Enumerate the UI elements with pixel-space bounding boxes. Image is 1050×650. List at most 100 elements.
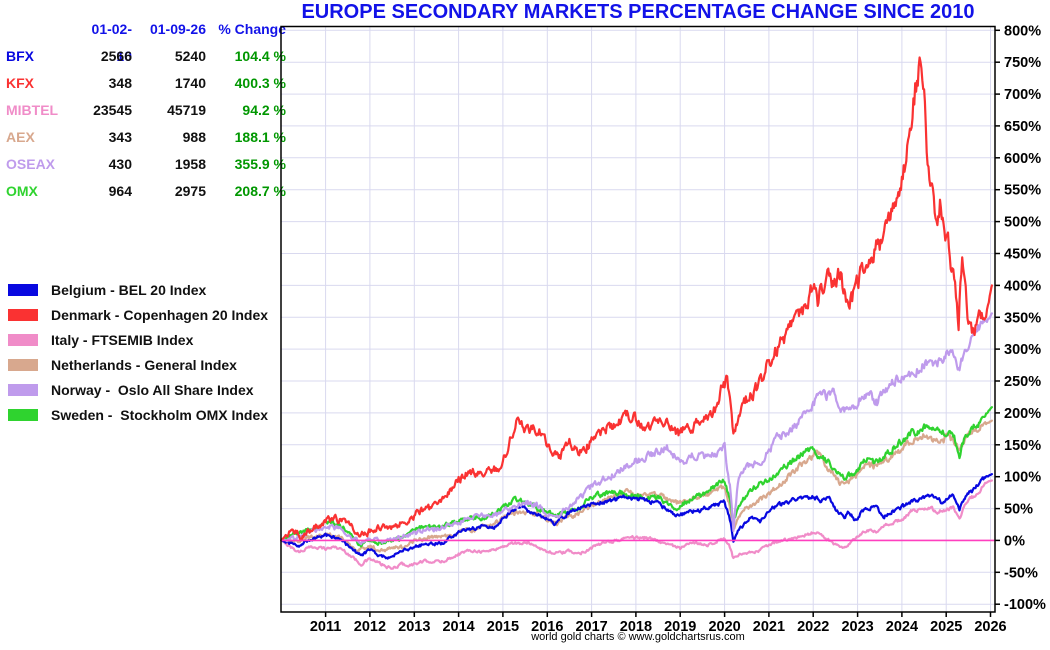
y-tick-label: 650% (1004, 119, 1041, 135)
row-start-value: 964 (108, 183, 132, 199)
y-tick-label: 750% (1004, 55, 1041, 71)
chart-legend: Belgium - BEL 20 Index Denmark - Copenhag… (8, 277, 268, 427)
page-title: EUROPE SECONDARY MARKETS PERCENTAGE CHAN… (301, 1, 975, 23)
row-change-value: 188.1 % (234, 129, 286, 145)
y-tick-label: 550% (1004, 183, 1041, 199)
table-row: AEX 343 988 188.1 % (6, 124, 286, 151)
data-series (280, 56, 994, 570)
plot-border (280, 25, 996, 613)
y-tick-label: 600% (1004, 151, 1041, 167)
legend-swatch (8, 408, 38, 421)
legend-swatch (8, 283, 38, 296)
row-start-value: 343 (108, 129, 132, 145)
y-tick-label: 350% (1004, 310, 1041, 326)
series-line (280, 419, 994, 553)
y-tick-label: 500% (1004, 215, 1041, 231)
x-tick-label: 2026 (974, 619, 1006, 635)
row-symbol: OSEAX (6, 156, 56, 172)
row-change-value: 104.4 % (234, 48, 286, 64)
summary-header-end-date: 01-09-26 (149, 21, 206, 37)
x-tick-label: 2012 (354, 619, 386, 635)
series-line (280, 479, 994, 570)
legend-swatch (8, 333, 38, 346)
gridlines (281, 26, 995, 612)
series-line (280, 473, 994, 560)
row-start-value: 430 (108, 156, 132, 172)
row-change-value: 208.7 % (234, 183, 286, 199)
series-line (280, 312, 994, 546)
legend-item: Sweden - Stockholm OMX Index (8, 402, 268, 427)
row-end-value: 1958 (174, 156, 206, 172)
row-symbol: MIBTEL (6, 102, 59, 118)
table-row: MIBTEL 23545 45719 94.2 % (6, 97, 286, 124)
legend-swatch (8, 383, 38, 396)
row-change-value: 400.3 % (234, 75, 286, 91)
y-tick-label: 200% (1004, 406, 1041, 422)
row-end-value: 2975 (174, 183, 206, 199)
x-tick-label: 2016 (531, 619, 563, 635)
x-tick-label: 2025 (930, 619, 962, 635)
row-symbol: KFX (6, 75, 34, 91)
table-row: OMX 964 2975 208.7 % (6, 178, 286, 205)
legend-label: Belgium - BEL 20 Index (51, 281, 207, 298)
legend-label: Netherlands - General Index (51, 356, 237, 373)
summary-header-change: % Change (218, 21, 286, 37)
y-tick-label: 250% (1004, 374, 1041, 390)
legend-label: Italy - FTSEMIB Index (51, 331, 194, 348)
row-symbol: AEX (6, 129, 35, 145)
summary-header-start-date: 01-02-10 (91, 21, 132, 64)
x-tick-label: 2014 (442, 619, 474, 635)
row-change-value: 94.2 % (242, 102, 286, 118)
x-axis: 2011 2012 2013 2014 2015 2016 2017 2018 2019 2020… (310, 612, 1007, 635)
row-start-value: 23545 (93, 102, 132, 118)
y-tick-label: 450% (1004, 247, 1041, 263)
x-tick-label: 2023 (841, 619, 873, 635)
y-tick-label: 0% (1004, 533, 1025, 549)
y-tick-label: 800% (1004, 23, 1041, 39)
y-tick-label: 100% (1004, 470, 1041, 486)
y-tick-label: 400% (1004, 278, 1041, 294)
x-tick-label: 2011 (310, 619, 341, 635)
x-tick-label: 2018 (620, 619, 652, 635)
row-end-value: 1740 (174, 75, 206, 91)
row-change-value: 355.9 % (234, 156, 286, 172)
summary-table: 01-02-10 01-09-26 % Change BFX 2566 5240 10… (6, 16, 286, 205)
row-end-value: 5240 (174, 48, 206, 64)
row-symbol: OMX (6, 183, 38, 199)
series-line (280, 56, 994, 542)
legend-item: Denmark - Copenhagen 20 Index (8, 302, 268, 327)
x-tick-label: 2013 (398, 619, 430, 635)
legend-item: Italy - FTSEMIB Index (8, 327, 268, 352)
legend-item: Belgium - BEL 20 Index (8, 277, 268, 302)
row-symbol: BFX (6, 48, 34, 64)
legend-item: Netherlands - General Index (8, 352, 268, 377)
row-start-value: 348 (108, 75, 132, 91)
x-tick-label: 2017 (575, 619, 607, 635)
legend-swatch (8, 358, 38, 371)
y-tick-label: 50% (1004, 502, 1033, 518)
x-tick-label: 2024 (886, 619, 918, 635)
legend-item: Norway - Oslo All Share Index (8, 377, 268, 402)
legend-label: Sweden - Stockholm OMX Index (51, 406, 269, 423)
chart-footer: world gold charts © www.goldchartsrus.co… (531, 631, 745, 643)
y-tick-label: 700% (1004, 87, 1041, 103)
row-end-value: 988 (182, 129, 206, 145)
row-end-value: 45719 (167, 102, 206, 118)
legend-swatch (8, 308, 38, 321)
table-row: OSEAX 430 1958 355.9 % (6, 151, 286, 178)
table-row: BFX 2566 5240 104.4 % (6, 43, 286, 70)
legend-label: Denmark - Copenhagen 20 Index (51, 306, 269, 323)
x-tick-label: 2015 (487, 619, 519, 635)
y-tick-label: -100% (1004, 597, 1046, 613)
table-row: KFX 348 1740 400.3 % (6, 70, 286, 97)
x-tick-label: 2020 (708, 619, 740, 635)
x-tick-label: 2022 (797, 619, 829, 635)
y-tick-label: 150% (1004, 438, 1041, 454)
y-tick-label: 300% (1004, 342, 1041, 358)
legend-label: Norway - Oslo All Share Index (51, 381, 254, 398)
summary-table-header: 01-02-10 01-09-26 % Change (6, 16, 286, 64)
y-tick-label: -50% (1004, 565, 1038, 581)
row-start-value: 2566 (100, 48, 132, 64)
